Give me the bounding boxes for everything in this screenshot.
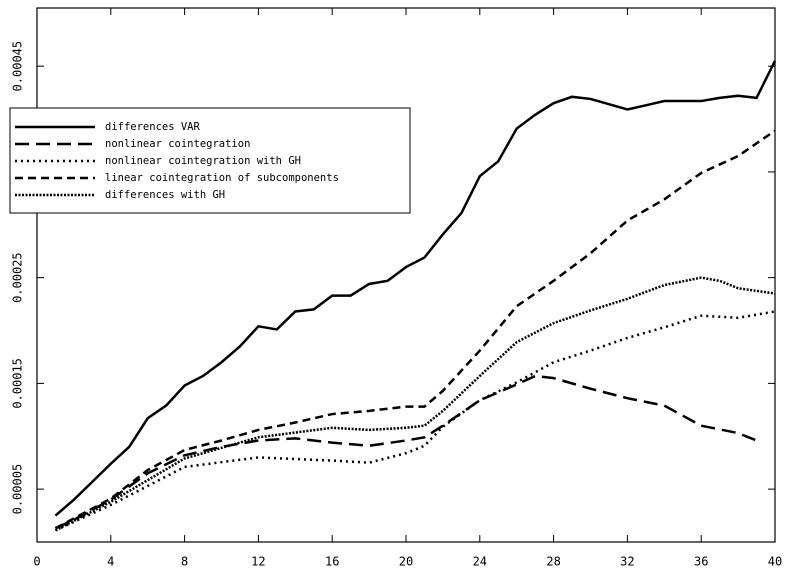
series-line (54, 60, 777, 517)
x-tick-label: 36 (694, 555, 708, 569)
legend-label: nonlinear cointegration with GH (105, 155, 301, 167)
y-tick-label: 0.00015 (11, 358, 25, 409)
legend-label: nonlinear cointegration (105, 138, 250, 150)
series-line (54, 129, 776, 530)
legend-label: linear cointegration of subcomponents (105, 172, 339, 184)
x-tick-label: 28 (546, 555, 560, 569)
x-tick-label: 20 (399, 555, 413, 569)
legend: differences VAR nonlinear cointegration no… (9, 107, 411, 214)
legend-label: differences with GH (105, 189, 225, 201)
y-tick-label: 0.00005 (11, 464, 25, 515)
x-tick-label: 32 (620, 555, 634, 569)
x-tick-label: 0 (33, 555, 40, 569)
x-tick-label: 8 (181, 555, 188, 569)
plot-frame (36, 7, 776, 543)
x-tick-label: 4 (107, 555, 114, 569)
legend-label: differences VAR (105, 121, 201, 133)
series-line (54, 374, 758, 530)
x-tick-label: 16 (325, 555, 339, 569)
series-line (54, 310, 776, 532)
y-tick-label: 0.00025 (11, 252, 25, 303)
x-tick-label: 24 (473, 555, 487, 569)
x-tick-label: 12 (251, 555, 265, 569)
series-line (54, 276, 776, 532)
x-tick-label: 40 (768, 555, 782, 569)
y-tick-label: 0.00045 (11, 41, 25, 92)
